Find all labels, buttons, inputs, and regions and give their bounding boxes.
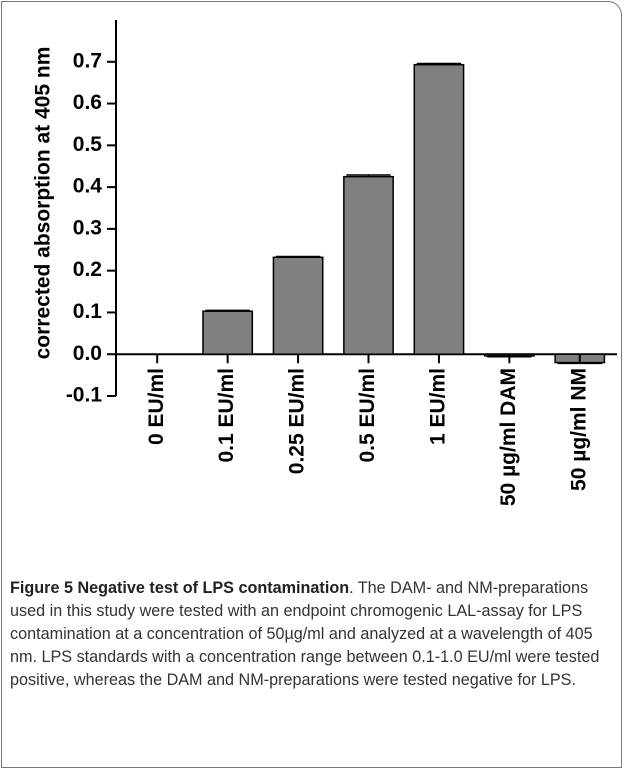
y-tick-label: 0.5 — [73, 133, 103, 156]
x-tick-label: 0.1 EU/ml — [215, 368, 238, 463]
y-tick-label: 0.1 — [73, 300, 103, 323]
y-tick-label: 0.3 — [73, 216, 102, 239]
chart: corrected absorption at 405 nm -0.1 0.0 0.… — [32, 20, 617, 506]
y-tick-label: -0.1 — [66, 384, 103, 407]
y-tick-label: 0.7 — [73, 49, 102, 72]
bar — [343, 175, 394, 355]
y-tick-label: 0.6 — [73, 91, 102, 114]
y-tick-label: 0.2 — [73, 258, 102, 281]
error-bar — [346, 174, 391, 177]
x-tick-label: 50 µg/ml NM — [567, 368, 590, 491]
error-bar — [275, 255, 321, 258]
bar — [202, 310, 254, 355]
x-tick-label: 0.25 EU/ml — [286, 368, 309, 474]
bar — [413, 63, 465, 355]
error-bar — [416, 62, 462, 65]
caption-text: . The DAM- and NM-preparations used in t… — [10, 579, 600, 689]
x-tick-label: 0.5 EU/ml — [356, 368, 379, 463]
y-tick-label: 0.0 — [73, 342, 102, 365]
y-tick-label: 0.4 — [73, 175, 103, 198]
bar — [272, 256, 324, 355]
error-bar — [205, 309, 250, 312]
caption-title: Figure 5 Negative test of LPS contaminat… — [10, 579, 350, 597]
x-tick-label: 50 µg/ml DAM — [497, 368, 520, 506]
caption: Figure 5 Negative test of LPS contaminat… — [10, 577, 615, 692]
x-tick-label: 0 EU/ml — [145, 368, 168, 445]
y-axis-label: corrected absorption at 405 nm — [32, 47, 55, 360]
x-tick-label: 1 EU/ml — [426, 368, 449, 445]
